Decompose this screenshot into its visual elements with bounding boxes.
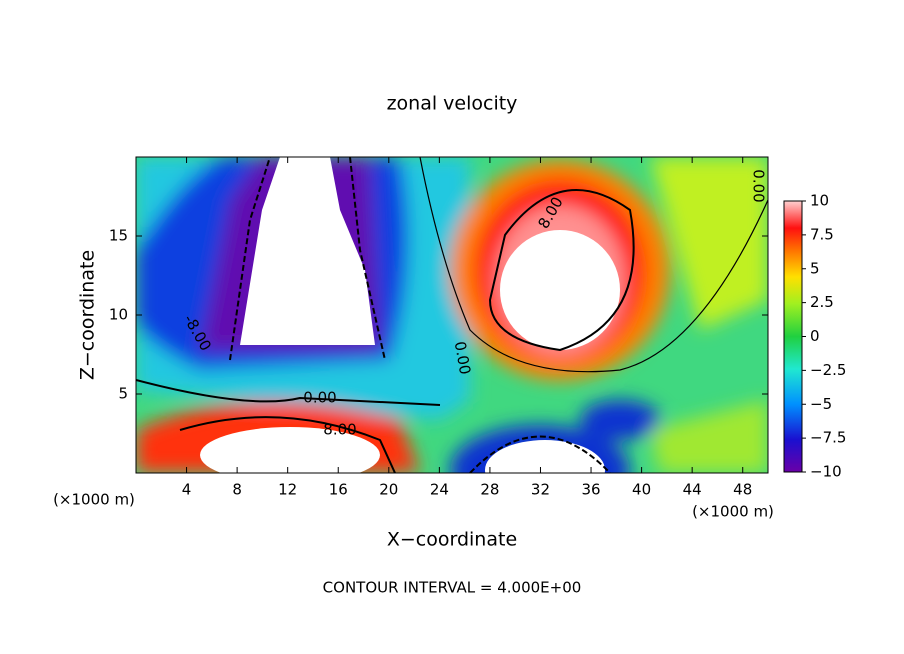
chart-title: zonal velocity bbox=[387, 93, 518, 115]
x-tick-label: 48 bbox=[733, 481, 752, 499]
contour-field bbox=[136, 157, 768, 473]
x-tick-label: 44 bbox=[683, 481, 702, 499]
y-tick-label: 15 bbox=[109, 227, 128, 245]
x-tick-label: 12 bbox=[278, 481, 297, 499]
x-unit-label: (×1000 m) bbox=[53, 491, 135, 509]
x-tick-label: 24 bbox=[430, 481, 449, 499]
x-axis-label: X−coordinate bbox=[387, 529, 517, 551]
y-tick-label: 5 bbox=[118, 385, 128, 403]
x-tick-label: 4 bbox=[182, 481, 192, 499]
colorbar-tick-label: 0 bbox=[810, 327, 820, 345]
y-tick-label: 10 bbox=[109, 306, 128, 324]
x-unit-label: (×1000 m) bbox=[692, 503, 774, 521]
x-tick-label: 40 bbox=[632, 481, 651, 499]
colorbar-tick-label: −2.5 bbox=[810, 361, 846, 379]
contour-label: 0.00 bbox=[451, 340, 475, 376]
colorbar-tick-label: 7.5 bbox=[810, 225, 834, 243]
colorbar-tick-label: 5 bbox=[810, 259, 820, 277]
colorbar-tick-label: 2.5 bbox=[810, 293, 834, 311]
x-tick-label: 20 bbox=[379, 481, 398, 499]
x-tick-label: 28 bbox=[480, 481, 499, 499]
contour-label: 0.00 bbox=[750, 169, 768, 202]
colorbar-tick-label: −5 bbox=[810, 395, 832, 413]
colorbar-tick-label: 10 bbox=[810, 192, 829, 210]
footer: CONTOUR INTERVAL = 4.000E+00 bbox=[323, 579, 582, 597]
colorbar-tick-label: −10 bbox=[810, 463, 842, 481]
colorbar-tick-label: −7.5 bbox=[810, 429, 846, 447]
contour-label: 0.00 bbox=[303, 389, 336, 407]
contour-label: 8.00 bbox=[323, 421, 356, 439]
x-tick-label: 8 bbox=[232, 481, 242, 499]
x-tick-label: 36 bbox=[581, 481, 600, 499]
colorbar bbox=[783, 200, 803, 473]
y-axis-label: Z−coordinate bbox=[77, 250, 99, 380]
x-tick-label: 32 bbox=[531, 481, 550, 499]
x-tick-label: 16 bbox=[329, 481, 348, 499]
